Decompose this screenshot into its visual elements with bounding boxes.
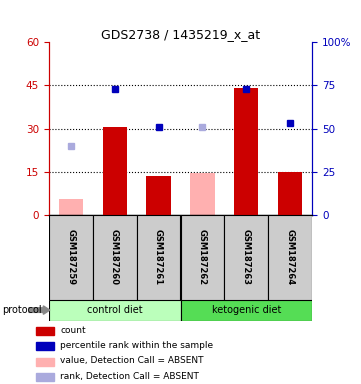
Bar	[180, 300, 312, 321]
Bar	[234, 88, 258, 215]
Text: count: count	[60, 326, 86, 335]
Bar	[147, 176, 171, 215]
Bar	[225, 215, 268, 300]
Bar	[136, 215, 180, 300]
Text: value, Detection Call = ABSENT: value, Detection Call = ABSENT	[60, 356, 204, 366]
Bar	[36, 373, 54, 381]
Text: GSM187264: GSM187264	[286, 229, 295, 285]
Bar	[49, 215, 93, 300]
Text: GSM187260: GSM187260	[110, 229, 119, 285]
Text: ketogenic diet: ketogenic diet	[212, 305, 281, 315]
Bar	[268, 215, 312, 300]
Bar	[36, 343, 54, 350]
Text: control diet: control diet	[87, 305, 143, 315]
Bar	[49, 300, 180, 321]
Text: rank, Detection Call = ABSENT: rank, Detection Call = ABSENT	[60, 372, 199, 381]
Text: GSM187259: GSM187259	[66, 229, 75, 285]
Text: GSM187262: GSM187262	[198, 229, 207, 285]
Text: protocol: protocol	[2, 305, 42, 315]
Text: GSM187263: GSM187263	[242, 229, 251, 285]
Bar	[36, 358, 54, 366]
Title: GDS2738 / 1435219_x_at: GDS2738 / 1435219_x_at	[101, 28, 260, 41]
Text: GSM187261: GSM187261	[154, 229, 163, 285]
Bar	[58, 199, 83, 215]
Bar	[190, 173, 214, 215]
Bar	[103, 127, 127, 215]
Bar	[36, 327, 54, 335]
Bar	[180, 215, 225, 300]
Bar	[278, 172, 303, 215]
Bar	[93, 215, 136, 300]
Text: percentile rank within the sample: percentile rank within the sample	[60, 341, 214, 350]
